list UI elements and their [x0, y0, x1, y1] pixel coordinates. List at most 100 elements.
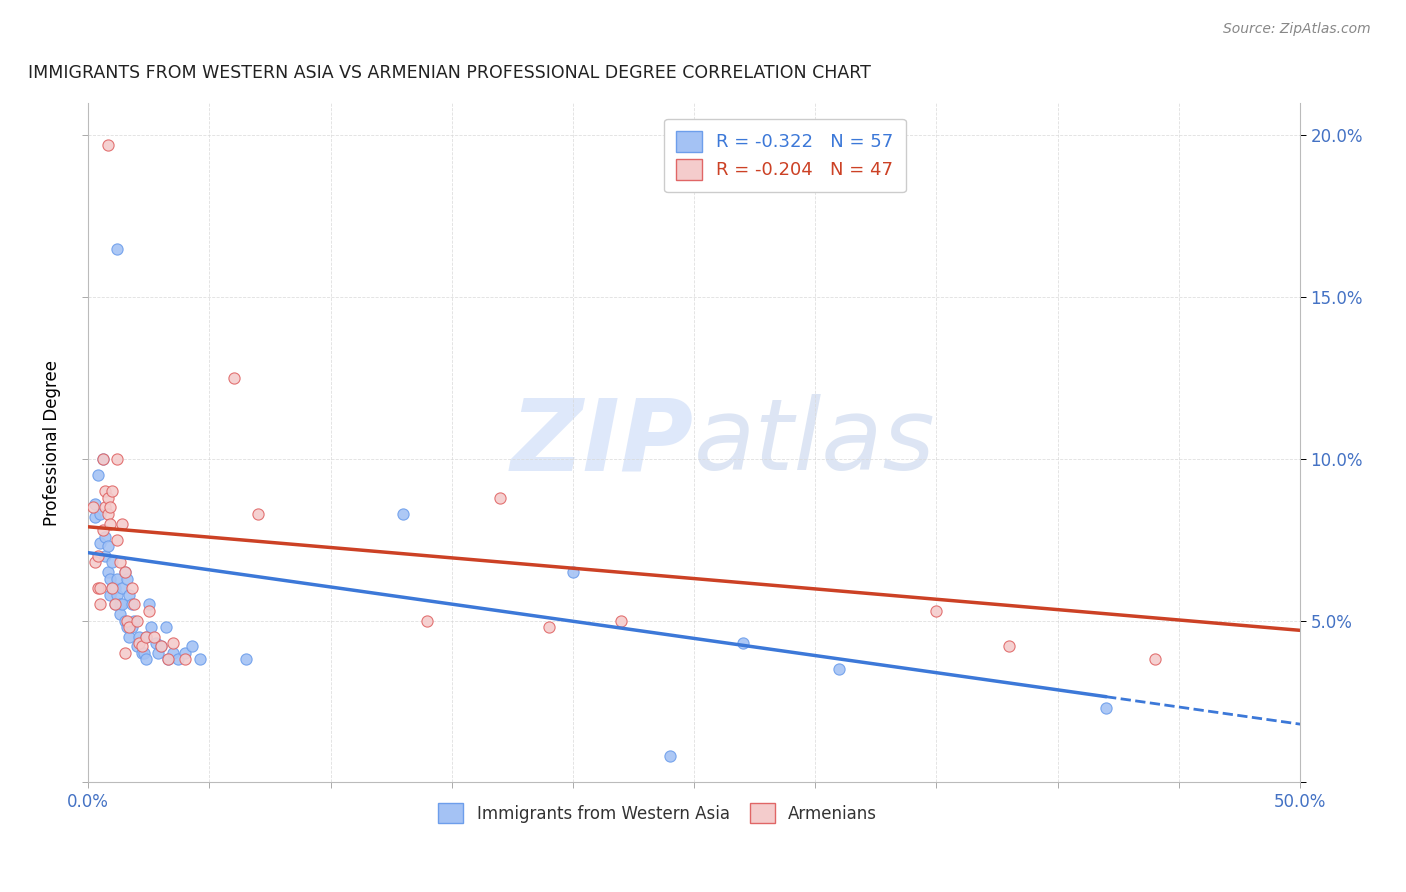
Point [101, 581, 124, 595]
Point [181, 640, 204, 654]
Point [174, 652, 197, 666]
Point [118, 630, 141, 644]
Point [97, 507, 120, 521]
Point [125, 614, 148, 628]
Point [89, 598, 111, 612]
Point [118, 588, 141, 602]
Point [828, 662, 851, 676]
Point [115, 620, 138, 634]
Legend: Immigrants from Western Asia, Armenians: Immigrants from Western Asia, Armenians [430, 795, 886, 831]
Point [94, 549, 117, 563]
Point [91, 451, 114, 466]
Point [222, 371, 245, 385]
Point [155, 620, 177, 634]
Point [97, 539, 120, 553]
Point [94, 500, 117, 515]
Point [157, 652, 180, 666]
Point [162, 646, 184, 660]
Point [1095, 701, 1118, 715]
Point [392, 507, 415, 521]
Point [97, 491, 120, 505]
Point [105, 533, 128, 547]
Point [121, 581, 143, 595]
Point [108, 555, 131, 569]
Point [115, 572, 138, 586]
Point [97, 565, 120, 579]
Point [658, 749, 681, 764]
Point [131, 646, 153, 660]
Point [101, 555, 124, 569]
Point [98, 516, 121, 531]
Point [122, 598, 145, 612]
Point [87, 468, 110, 483]
Point [89, 581, 111, 595]
Point [114, 614, 136, 628]
Point [87, 581, 110, 595]
Point [108, 598, 131, 612]
Point [115, 614, 138, 628]
Point [148, 646, 170, 660]
Point [561, 565, 583, 579]
Point [149, 640, 172, 654]
Point [84, 555, 107, 569]
Point [111, 598, 134, 612]
Point [104, 581, 127, 595]
Point [84, 510, 107, 524]
Point [416, 614, 439, 628]
Point [489, 491, 512, 505]
Point [98, 588, 121, 602]
Point [91, 451, 114, 466]
Point [97, 138, 120, 153]
Point [246, 507, 269, 521]
Point [537, 620, 560, 634]
Point [89, 536, 111, 550]
Point [149, 640, 172, 654]
Point [128, 636, 150, 650]
Text: IMMIGRANTS FROM WESTERN ASIA VS ARMENIAN PROFESSIONAL DEGREE CORRELATION CHART: IMMIGRANTS FROM WESTERN ASIA VS ARMENIAN… [28, 64, 870, 82]
Point [125, 640, 148, 654]
Text: atlas: atlas [695, 394, 936, 491]
Point [104, 598, 127, 612]
Point [141, 620, 163, 634]
Point [132, 646, 155, 660]
Point [101, 484, 124, 499]
Text: Source: ZipAtlas.com: Source: ZipAtlas.com [1223, 22, 1371, 37]
Point [104, 598, 127, 612]
Point [108, 607, 131, 622]
Point [105, 588, 128, 602]
Point [111, 516, 134, 531]
Text: ZIP: ZIP [512, 394, 695, 491]
Point [94, 484, 117, 499]
Point [131, 640, 153, 654]
Point [101, 581, 124, 595]
Point [188, 652, 211, 666]
Point [87, 549, 110, 563]
Point [105, 451, 128, 466]
Point [82, 500, 104, 515]
Point [925, 604, 948, 618]
Point [1143, 652, 1166, 666]
Point [91, 523, 114, 537]
Point [98, 572, 121, 586]
Point [174, 646, 197, 660]
Point [105, 572, 128, 586]
Point [135, 652, 157, 666]
Point [84, 497, 107, 511]
Point [98, 500, 121, 515]
Point [89, 507, 111, 521]
Point [998, 640, 1021, 654]
Point [138, 598, 160, 612]
Point [111, 581, 134, 595]
Point [94, 529, 117, 543]
Point [121, 598, 143, 612]
Point [142, 630, 165, 644]
Point [135, 630, 157, 644]
Point [167, 652, 190, 666]
Point [121, 620, 143, 634]
Point [105, 242, 128, 256]
Point [162, 636, 184, 650]
Point [114, 565, 136, 579]
Point [114, 646, 136, 660]
Point [235, 652, 257, 666]
Point [138, 604, 160, 618]
